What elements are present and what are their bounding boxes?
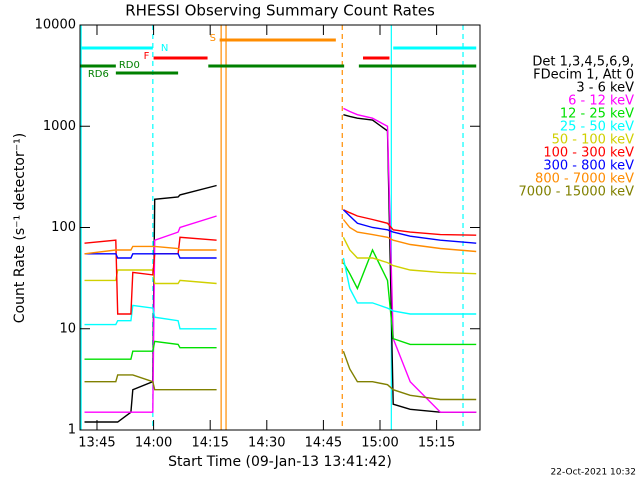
flag-label: N: [161, 43, 168, 54]
y-tick-label: 1000: [43, 119, 76, 134]
y-axis-label: Count Rate (s⁻¹ detector⁻¹): [12, 133, 28, 323]
x-tick-label: 14:45: [305, 436, 342, 451]
legend-label: 300 - 800 keV: [543, 159, 634, 174]
y-tick-label: 10: [59, 321, 76, 336]
flag-label: S: [210, 33, 216, 44]
y-tick-label: 100: [51, 220, 76, 235]
x-tick-label: 15:15: [418, 436, 455, 451]
chart-title: RHESSI Observing Summary Count Rates: [125, 2, 435, 20]
x-tick-label: 15:00: [361, 436, 398, 451]
series-line: [84, 209, 477, 259]
series-line: [84, 350, 477, 401]
legend-label: 25 - 50 keV: [560, 120, 634, 135]
footer-date: 22-Oct-2021 10:32: [551, 468, 636, 478]
series-line: [84, 107, 477, 413]
legend-header: FDecim 1, Att 0: [533, 68, 634, 83]
series-line: [84, 209, 477, 315]
legend-header: Det 1,3,4,5,6,9,: [532, 55, 634, 70]
legend-label: 100 - 300 keV: [543, 146, 634, 161]
legend-label: 3 - 6 keV: [576, 81, 634, 96]
flag-label: RD0: [119, 60, 140, 71]
y-tick-label: 10000: [35, 18, 76, 33]
x-tick-label: 14:15: [191, 436, 228, 451]
x-tick-label: 14:30: [248, 436, 285, 451]
series-line: [84, 248, 477, 360]
y-tick-label: 1: [68, 423, 76, 438]
legend-label: 50 - 100 keV: [552, 133, 635, 148]
legend-label: 7000 - 15000 keV: [519, 185, 635, 200]
flag-label: RD6: [88, 69, 109, 80]
series-line: [84, 219, 477, 255]
flag-label: F: [144, 51, 150, 62]
legend-label: 800 - 7000 keV: [535, 172, 634, 187]
x-tick-label: 14:00: [135, 436, 172, 451]
legend-label: 12 - 25 keV: [560, 107, 634, 122]
series-line: [84, 257, 477, 330]
x-tick-label: 13:45: [78, 436, 115, 451]
x-axis-label: Start Time (09-Jan-13 13:41:42): [168, 454, 392, 470]
legend-label: 6 - 12 keV: [568, 94, 634, 109]
